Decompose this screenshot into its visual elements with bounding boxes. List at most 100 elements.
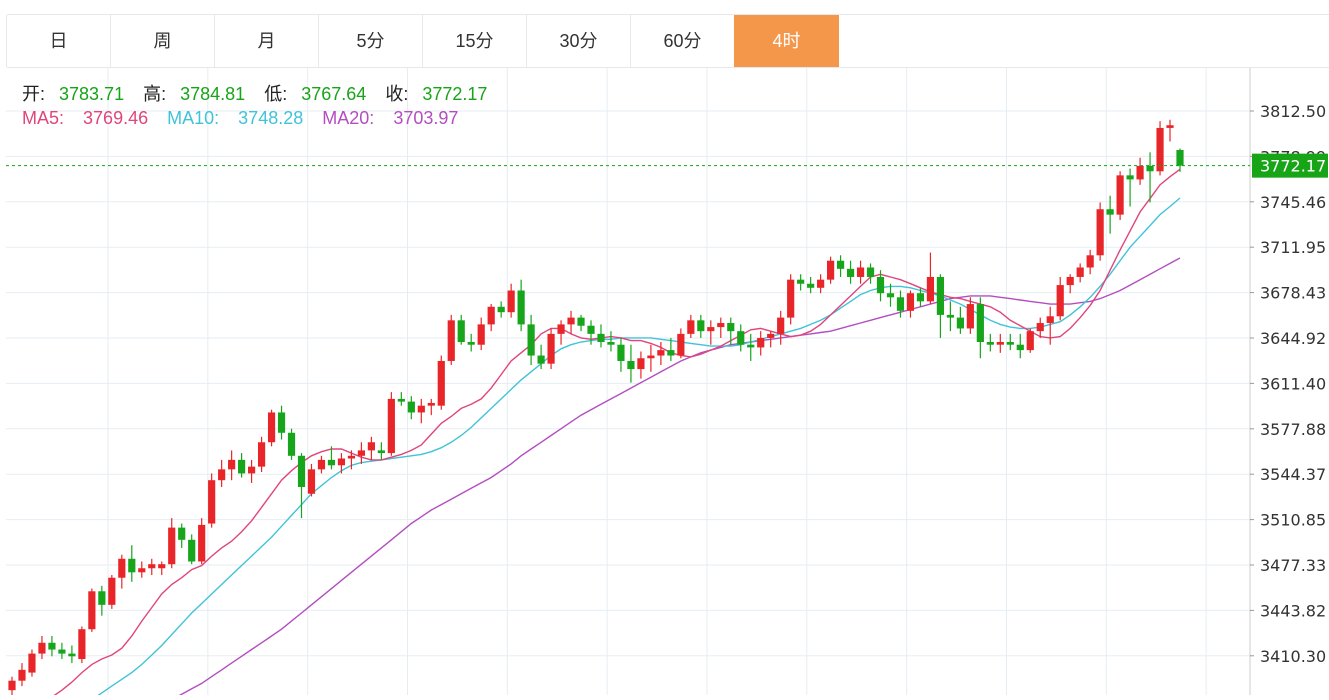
candle-body <box>317 459 326 470</box>
ma5-label: MA5: <box>22 108 65 128</box>
candle-body <box>966 304 974 329</box>
candle-body <box>607 341 615 345</box>
y-tick-label: 3812.50 <box>1260 102 1326 121</box>
candle <box>1016 333 1024 359</box>
candle-body <box>497 306 505 313</box>
candle-body <box>18 669 26 681</box>
tab-month[interactable]: 月 <box>214 15 319 67</box>
candle <box>68 645 76 664</box>
candle <box>956 306 964 334</box>
candle <box>906 290 915 318</box>
candle <box>607 331 615 352</box>
candle <box>1046 306 1054 345</box>
candle-body <box>547 333 555 364</box>
candle-body <box>8 680 16 691</box>
y-tick-label: 3544.37 <box>1260 465 1326 484</box>
tab-week[interactable]: 周 <box>110 15 215 67</box>
candle <box>657 341 665 366</box>
candle <box>447 314 455 366</box>
candle <box>1166 119 1174 142</box>
candle <box>28 649 36 677</box>
candle <box>198 518 206 565</box>
candle <box>667 337 675 361</box>
candles <box>8 119 1184 697</box>
candle <box>138 561 146 578</box>
candle <box>876 270 885 302</box>
candle-body <box>697 320 705 332</box>
candle-body <box>657 350 665 356</box>
candle <box>108 575 116 609</box>
tab-30min[interactable]: 30分 <box>526 15 631 67</box>
tab-day[interactable]: 日 <box>6 15 111 67</box>
open-value: 3783.71 <box>59 84 125 104</box>
candle-body <box>1086 255 1094 268</box>
candle <box>787 274 795 325</box>
candle-body <box>307 469 316 494</box>
candle-body <box>627 360 635 370</box>
candle <box>777 310 785 345</box>
candle <box>38 635 46 660</box>
candle-body <box>787 279 795 318</box>
candle-body <box>687 320 695 334</box>
candle <box>407 396 415 420</box>
tab-15min[interactable]: 15分 <box>422 15 527 67</box>
candle-body <box>427 402 435 406</box>
high-value: 3784.81 <box>180 84 246 104</box>
candle-body <box>78 629 86 660</box>
candle <box>1056 276 1064 321</box>
candle-body <box>827 260 835 280</box>
ma10-label: MA10: <box>167 108 220 128</box>
candle <box>1096 202 1104 261</box>
candle <box>437 355 445 410</box>
y-tick-label: 3711.95 <box>1260 238 1326 257</box>
ohlc-info: 开: 3783.71 高: 3784.81 低: 3767.64 收: 3772.17 <box>22 80 501 106</box>
candle <box>98 585 106 616</box>
candle-body <box>1066 276 1074 286</box>
candle-body <box>1076 267 1084 277</box>
tab-60min[interactable]: 60分 <box>630 15 735 67</box>
candle-body <box>876 276 885 294</box>
candle-body <box>986 341 994 345</box>
candle-body <box>98 591 106 605</box>
candle-body <box>1136 165 1144 180</box>
candle <box>866 263 875 284</box>
candle-body <box>1046 316 1054 324</box>
candle-body <box>158 564 166 569</box>
candle <box>1126 168 1134 207</box>
candle <box>936 274 945 338</box>
candle-body <box>517 290 525 325</box>
candle-body <box>886 293 895 298</box>
candle <box>287 428 296 460</box>
candle <box>817 274 825 294</box>
period-tabbar: 日 周 月 5分 15分 30分 60分 4时 <box>6 14 1329 68</box>
tab-4hour[interactable]: 4时 <box>734 15 839 67</box>
candle <box>457 314 465 345</box>
candle-body <box>457 320 465 342</box>
candle-body <box>737 331 745 345</box>
candle-body <box>387 398 395 454</box>
candle-body <box>1056 285 1064 317</box>
candle <box>277 405 286 440</box>
candle-body <box>347 455 356 459</box>
candle-body <box>807 283 815 288</box>
candle-body <box>1096 209 1104 256</box>
y-tick-label: 3477.33 <box>1260 556 1326 575</box>
y-tick-label: 3678.43 <box>1260 284 1326 303</box>
candle <box>827 256 835 284</box>
candle <box>916 287 925 307</box>
candle-body <box>168 527 176 565</box>
candle <box>1116 171 1124 221</box>
candle-body <box>707 327 715 332</box>
tab-5min[interactable]: 5分 <box>318 15 423 67</box>
candle <box>617 337 625 372</box>
candle-body <box>1176 150 1184 166</box>
ma10-line <box>89 197 1181 700</box>
candlestick-chart[interactable]: 3812.503778.993745.463711.953678.433644.… <box>0 68 1329 700</box>
candle-body <box>118 558 126 578</box>
candle-body <box>228 459 236 470</box>
candle <box>88 588 96 632</box>
candle <box>357 442 365 464</box>
candle <box>238 453 246 478</box>
candle <box>856 260 865 284</box>
candle-body <box>507 290 515 313</box>
